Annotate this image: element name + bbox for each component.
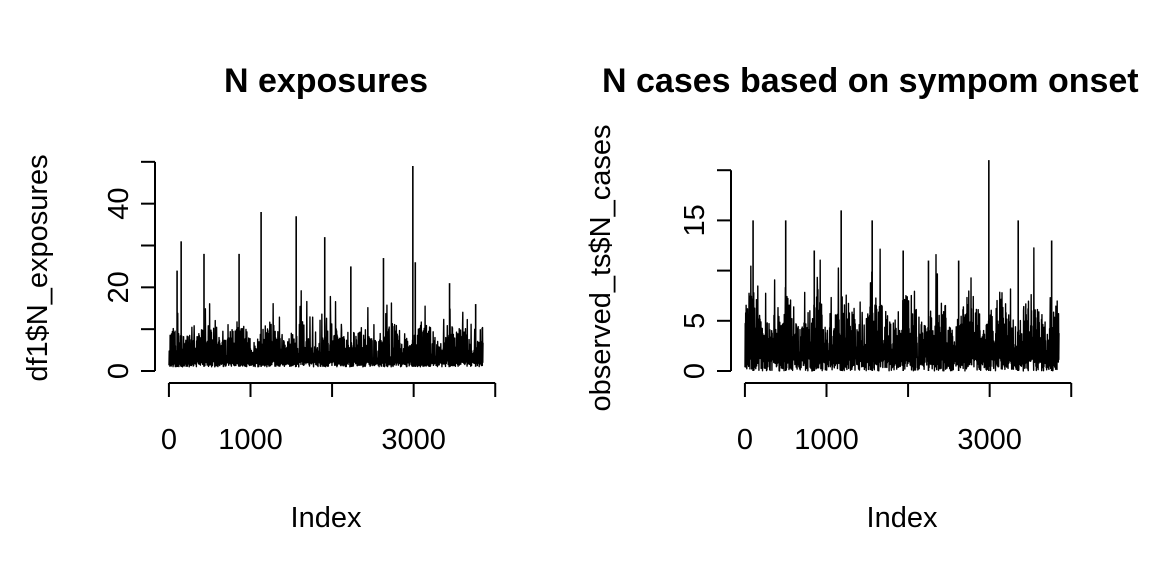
y-tick-label: 5 <box>679 313 711 329</box>
y-axis-label: df1$N_exposures <box>22 154 54 381</box>
panel-n-cases: N cases based on sympom onset Index obse… <box>585 62 1139 534</box>
y-tick-label: 40 <box>103 188 135 220</box>
y-tick-label: 15 <box>679 204 711 236</box>
x-tick-label: 0 <box>737 424 753 456</box>
x-tick-label: 3000 <box>381 424 446 456</box>
y-axis: 0 5 15 <box>679 169 732 379</box>
x-axis: 0 1000 3000 <box>161 382 497 456</box>
x-tick-label: 0 <box>161 424 177 456</box>
x-axis-label: Index <box>867 502 938 534</box>
y-axis-label: observed_ts$N_cases <box>585 125 617 412</box>
y-axis: 0 20 40 <box>103 160 156 379</box>
series-line <box>168 290 484 368</box>
y-tick-label: 0 <box>679 363 711 379</box>
x-tick-label: 1000 <box>218 424 283 456</box>
x-axis: 0 1000 3000 <box>737 382 1073 456</box>
x-tick-label: 1000 <box>794 424 859 456</box>
plot-area <box>168 166 484 368</box>
series-line <box>744 247 1060 372</box>
chart-title: N cases based on sympom onset <box>602 62 1139 100</box>
plot-area <box>744 160 1060 372</box>
chart-title: N exposures <box>224 62 428 100</box>
x-axis-label: Index <box>291 502 362 534</box>
panel-n-exposures: N exposures Index df1$N_exposures 0 1000 3… <box>22 62 497 534</box>
y-tick-label: 20 <box>103 271 135 303</box>
x-tick-label: 3000 <box>957 424 1022 456</box>
y-tick-label: 0 <box>103 363 135 379</box>
